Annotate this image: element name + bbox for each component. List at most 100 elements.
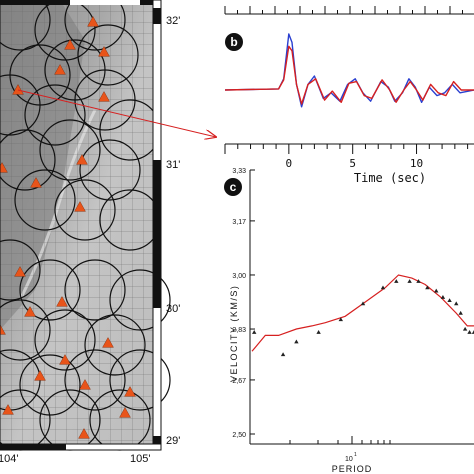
- station-triangle: [54, 64, 66, 75]
- station-triangle: [79, 379, 91, 390]
- observed-point: [462, 326, 468, 331]
- velocity-tick-label: 3,33: [232, 168, 246, 175]
- time-axis-label: Time (sec): [354, 171, 426, 185]
- observed-point: [407, 279, 412, 283]
- period-axis-label: PERIOD: [332, 464, 373, 474]
- observed-point: [338, 317, 343, 322]
- station-markers: [0, 16, 136, 439]
- period-ticks: [289, 436, 391, 444]
- coverage-circle: [64, 349, 126, 411]
- observed-point: [280, 352, 286, 357]
- observed-point: [394, 279, 399, 283]
- lon-label-105: 105': [130, 453, 150, 465]
- observed-point: [454, 301, 459, 306]
- velocity-tick-label: 3,17: [232, 219, 246, 226]
- panel-b-top-ticks: [224, 6, 463, 14]
- observed-point: [425, 285, 430, 290]
- coverage-circle: [64, 259, 126, 321]
- observed-point: [440, 295, 446, 299]
- time-axis-ticks: 0 5 10: [224, 144, 469, 170]
- panel-c-letter: c: [230, 180, 237, 194]
- coverage-circle: [109, 269, 171, 331]
- velocity-ticks: 3,33 3,17 3,00 2,83 2,67 2,50: [232, 168, 255, 439]
- station-triangle: [59, 354, 71, 365]
- observed-point: [416, 279, 421, 283]
- observed-point: [360, 301, 366, 306]
- station-triangle: [102, 337, 114, 348]
- station-triangle: [76, 154, 88, 165]
- coverage-circle: [39, 119, 101, 181]
- observed-point: [434, 288, 439, 293]
- observed-point: [471, 330, 474, 334]
- panel-c-letter-badge: [224, 178, 242, 196]
- station-triangle: [2, 404, 14, 415]
- map-grid: [0, 0, 153, 444]
- velocity-axis-label: VELOCITY (KM/S): [229, 285, 239, 382]
- velocity-tick-label: 2,67: [232, 378, 246, 385]
- lat-label-31: 31': [166, 159, 180, 171]
- velocity-tick-label: 3,00: [232, 273, 246, 280]
- coverage-circle: [79, 139, 141, 201]
- observed-point: [380, 285, 386, 290]
- time-tick-label: 0: [286, 157, 293, 170]
- coverage-circle: [0, 0, 51, 51]
- coverage-circle: [0, 299, 51, 361]
- observed-point: [458, 310, 463, 315]
- observed-point: [467, 330, 472, 334]
- station-triangle: [24, 306, 36, 317]
- panel-b-letter-badge: [225, 33, 243, 51]
- station-triangle: [64, 39, 76, 50]
- observed-point: [316, 330, 321, 334]
- coverage-circle: [64, 0, 126, 51]
- coverage-circle: [0, 239, 41, 301]
- lat-label-29: 29': [166, 435, 180, 447]
- dispersion-plot: [251, 274, 474, 357]
- station-triangle: [119, 407, 131, 418]
- observed-point: [294, 339, 299, 344]
- station-triangle: [98, 46, 110, 57]
- station-triangle: [30, 177, 42, 188]
- velocity-tick-label: 2,83: [232, 327, 246, 334]
- panel-b-letter: b: [230, 35, 237, 49]
- station-coverage-circles: [0, 0, 171, 451]
- coverage-circle: [84, 314, 146, 376]
- station-triangle: [78, 428, 90, 439]
- panel-c: c 3,33 3,17 3,00 2,83 2,67 2,50 VELOCITY (KM/…: [224, 168, 474, 474]
- waveform-plot: [224, 33, 474, 108]
- time-tick-label: 10: [410, 157, 423, 170]
- scale-segment: [0, 444, 66, 450]
- velocity-tick-label: 2,50: [232, 432, 246, 439]
- station-triangle: [98, 91, 110, 102]
- station-triangle: [124, 386, 136, 397]
- coverage-circle: [77, 24, 139, 86]
- period-tick-label-exp: 1: [354, 452, 357, 458]
- map-scale-bar-bottom: [0, 443, 162, 451]
- scale-segment: [70, 0, 140, 5]
- station-triangle: [87, 16, 99, 27]
- scale-segment: [153, 160, 161, 308]
- relief-map: [0, 0, 171, 451]
- time-tick-label: 5: [349, 157, 356, 170]
- coverage-circle: [0, 129, 56, 191]
- coverage-circle: [19, 259, 81, 321]
- station-triangle: [0, 162, 8, 173]
- lat-label-32: 32': [166, 15, 180, 27]
- station-triangle: [12, 84, 24, 95]
- observed-point: [252, 330, 257, 334]
- station-triangle: [14, 266, 26, 277]
- station-triangle: [74, 201, 86, 212]
- station-triangle: [56, 296, 68, 307]
- coverage-circle: [109, 349, 171, 411]
- coverage-circle: [54, 179, 116, 241]
- panel-b: b 0 5 10 Time (sec): [224, 6, 474, 185]
- period-tick-label-base: 10: [345, 456, 353, 463]
- scale-segment: [153, 436, 161, 444]
- pointer-arrow: [17, 89, 216, 137]
- coverage-circle: [24, 84, 86, 146]
- waveform-red-line: [224, 45, 474, 105]
- scale-segment: [153, 8, 161, 24]
- waveform-blue-line: [224, 33, 474, 108]
- model-dispersion-curve: [251, 274, 474, 352]
- lon-label-104: 104': [0, 453, 18, 465]
